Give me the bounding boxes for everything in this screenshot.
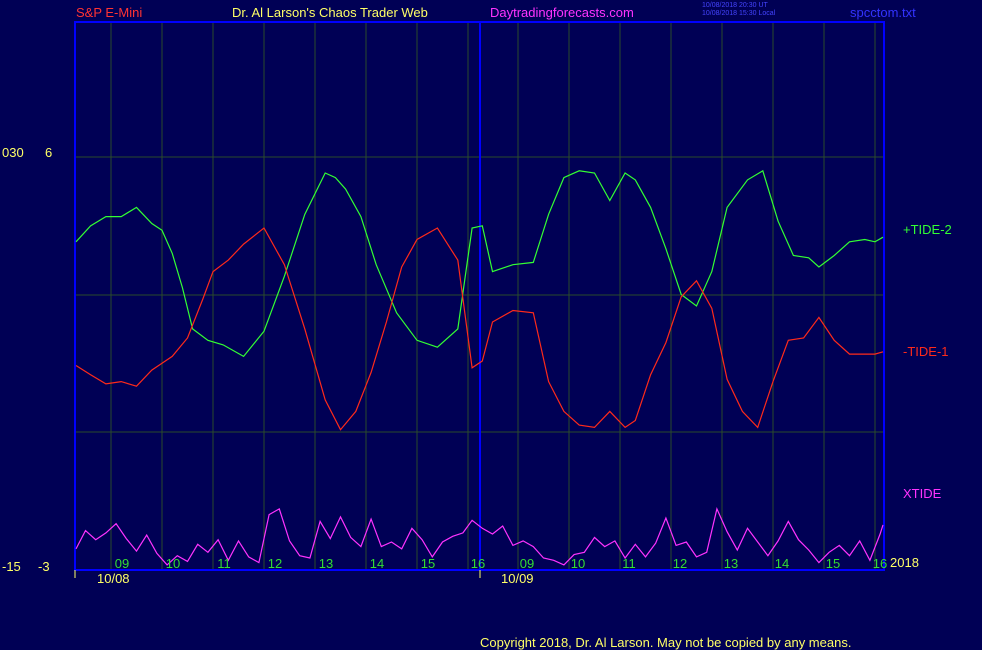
day-label-2: 10/09: [501, 571, 534, 586]
hour-tick-label: 09: [520, 556, 534, 571]
hour-tick-label: 16: [471, 556, 485, 571]
site-title: Dr. Al Larson's Chaos Trader Web: [232, 5, 428, 20]
hour-tick-label: 12: [673, 556, 687, 571]
axis-lower-label-a: -15: [2, 559, 21, 574]
day-label-1: 10/08: [97, 571, 130, 586]
series-line-+tide-2: [75, 169, 884, 358]
hour-tick-label: 10: [571, 556, 585, 571]
hour-tick-label: 09: [115, 556, 129, 571]
legend-xtide: XTIDE: [903, 486, 942, 501]
copyright: Copyright 2018, Dr. Al Larson. May not b…: [480, 635, 852, 650]
file-name: spcctom.txt: [850, 5, 916, 20]
timestamp-ut: 10/08/2018 20:30 UT: [702, 2, 768, 9]
hour-tick-label: 14: [370, 556, 384, 571]
axis-upper-label-b: 6: [45, 145, 53, 160]
legend-tide-plus: +TIDE-2: [903, 222, 952, 237]
legend-tide-minus: -TIDE-1: [903, 344, 949, 359]
hour-tick-label: 13: [319, 556, 333, 571]
hour-tick-label: 11: [622, 556, 636, 571]
hour-tick-label: 12: [268, 556, 282, 571]
hour-tick-label: 16: [873, 556, 887, 571]
hour-tick-label: 15: [421, 556, 435, 571]
symbol-label: S&P E-Mini: [76, 5, 143, 20]
series-line-xtide: [75, 507, 884, 566]
hour-tick-label: 13: [724, 556, 738, 571]
hour-tick-label: 14: [775, 556, 789, 571]
series-line--tide-1: [75, 227, 884, 431]
axis-upper-label-a: 030: [2, 145, 24, 160]
site-url-link[interactable]: Daytradingforecasts.com: [490, 5, 634, 20]
hour-tick-label: 11: [217, 556, 231, 571]
year-label: 2018: [890, 555, 919, 570]
hour-tick-label: 15: [826, 556, 840, 571]
hour-tick-label: 10: [166, 556, 180, 571]
axis-lower-label-b: -3: [38, 559, 50, 574]
timestamp-local: 10/08/2018 15:30 Local: [702, 10, 776, 17]
